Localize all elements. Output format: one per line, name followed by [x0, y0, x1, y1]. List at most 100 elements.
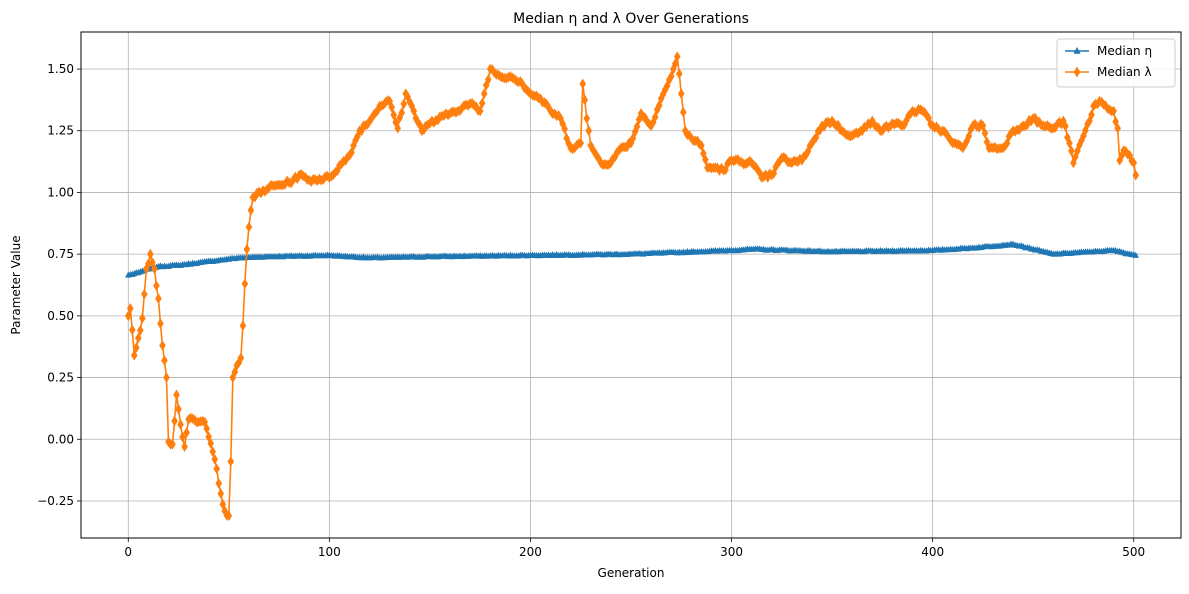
data-point-lambda	[171, 415, 178, 427]
data-point-lambda	[358, 125, 365, 137]
y-tick-label: 0.00	[47, 432, 74, 446]
data-point-lambda	[301, 171, 309, 183]
y-tick-label: 0.25	[47, 371, 74, 385]
data-point-lambda	[643, 116, 651, 127]
data-point-lambda	[1110, 105, 1117, 117]
data-point-lambda	[364, 119, 371, 130]
data-point-lambda	[147, 248, 154, 260]
series-markers-eta	[125, 240, 1139, 278]
data-point-lambda	[456, 105, 464, 116]
x-tick-label: 500	[1122, 545, 1145, 559]
data-point-lambda	[675, 68, 683, 80]
data-point-lambda	[151, 263, 158, 275]
data-point-lambda	[967, 123, 975, 135]
y-tick-label: −0.25	[37, 494, 74, 508]
data-point-lambda	[229, 372, 237, 383]
data-point-lambda	[201, 416, 208, 428]
data-point-lambda	[1007, 128, 1015, 139]
data-point-lambda	[179, 431, 186, 443]
y-tick-label: 0.75	[47, 247, 74, 261]
data-point-lambda	[177, 419, 184, 430]
data-point-lambda	[1066, 137, 1073, 149]
data-point-lambda	[126, 303, 134, 314]
legend-swatch-lambda-marker	[1073, 66, 1081, 78]
data-point-lambda	[585, 125, 593, 136]
data-point-lambda	[141, 288, 148, 300]
data-point-lambda	[756, 167, 764, 179]
data-point-lambda	[979, 120, 987, 132]
data-point-lambda	[1068, 145, 1075, 157]
data-point-eta	[1132, 251, 1139, 258]
data-point-lambda	[366, 115, 373, 127]
data-point-lambda	[627, 137, 635, 149]
y-tick-label: 1.25	[47, 124, 74, 138]
data-point-lambda	[587, 140, 595, 151]
data-point-lambda	[181, 441, 188, 452]
data-point-lambda	[209, 446, 217, 457]
data-point-lambda	[239, 320, 247, 332]
data-point-lambda	[1031, 112, 1039, 124]
data-point-lambda	[581, 94, 589, 106]
data-point-lambda	[482, 79, 490, 91]
data-point-lambda	[1132, 169, 1140, 181]
x-tick-label: 300	[720, 545, 743, 559]
data-point-lambda	[686, 129, 693, 141]
data-point-lambda	[677, 88, 685, 99]
plot-area	[81, 32, 1181, 538]
data-point-lambda	[163, 372, 170, 383]
data-point-lambda	[394, 122, 402, 134]
data-point-lambda	[629, 132, 637, 144]
data-point-lambda	[869, 115, 876, 127]
x-tick-label: 200	[519, 545, 542, 559]
data-point-lambda	[867, 119, 874, 130]
data-point-lambda	[812, 132, 820, 143]
data-point-lambda	[673, 51, 681, 62]
data-point-lambda	[555, 110, 562, 121]
data-point-lambda	[754, 164, 761, 176]
data-point-lambda	[400, 98, 408, 110]
data-point-lambda	[1122, 146, 1129, 157]
data-point-lambda	[203, 423, 210, 434]
data-point-lambda	[352, 135, 359, 146]
y-tick-label: 1.00	[47, 185, 74, 199]
data-point-lambda	[1114, 122, 1121, 134]
ticks: 0 100 200 300 400 500 −0.25 0.00 0.25 0.50 0.75 1.0…	[37, 62, 1145, 559]
data-point-lambda	[155, 293, 162, 304]
data-point-lambda	[798, 155, 806, 166]
series-layer	[124, 51, 1140, 522]
data-point-lambda	[191, 414, 198, 426]
data-point-lambda	[1088, 109, 1095, 121]
data-point-lambda	[330, 169, 337, 180]
data-point-lambda	[641, 112, 649, 123]
x-tick-label: 100	[318, 545, 341, 559]
data-point-lambda	[133, 342, 140, 353]
data-point-lambda	[613, 147, 621, 158]
data-point-lambda	[583, 113, 591, 124]
data-point-lambda	[782, 153, 790, 165]
data-point-lambda	[700, 148, 707, 159]
data-point-lambda	[579, 78, 587, 90]
data-point-lambda	[241, 278, 249, 290]
data-point-lambda	[165, 436, 172, 448]
data-point-lambda	[810, 134, 818, 146]
data-point-lambda	[611, 151, 619, 163]
legend: Median η Median λ	[1056, 38, 1176, 88]
data-point-lambda	[247, 204, 255, 216]
data-point-lambda	[557, 113, 564, 124]
y-tick-label: 1.50	[47, 62, 74, 76]
data-point-lambda	[679, 106, 687, 118]
data-point-lambda	[402, 88, 410, 99]
data-point-lambda	[245, 221, 253, 233]
data-point-lambda	[205, 431, 212, 443]
legend-swatch-eta-marker	[1073, 47, 1081, 54]
data-point-lambda	[211, 453, 219, 465]
data-point-lambda	[173, 389, 180, 401]
data-point-lambda	[981, 127, 989, 139]
data-point-lambda	[145, 258, 152, 270]
data-point-lambda	[124, 310, 132, 322]
x-tick-label: 0	[124, 545, 132, 559]
data-point-lambda	[380, 99, 387, 110]
data-point-lambda	[408, 100, 416, 112]
